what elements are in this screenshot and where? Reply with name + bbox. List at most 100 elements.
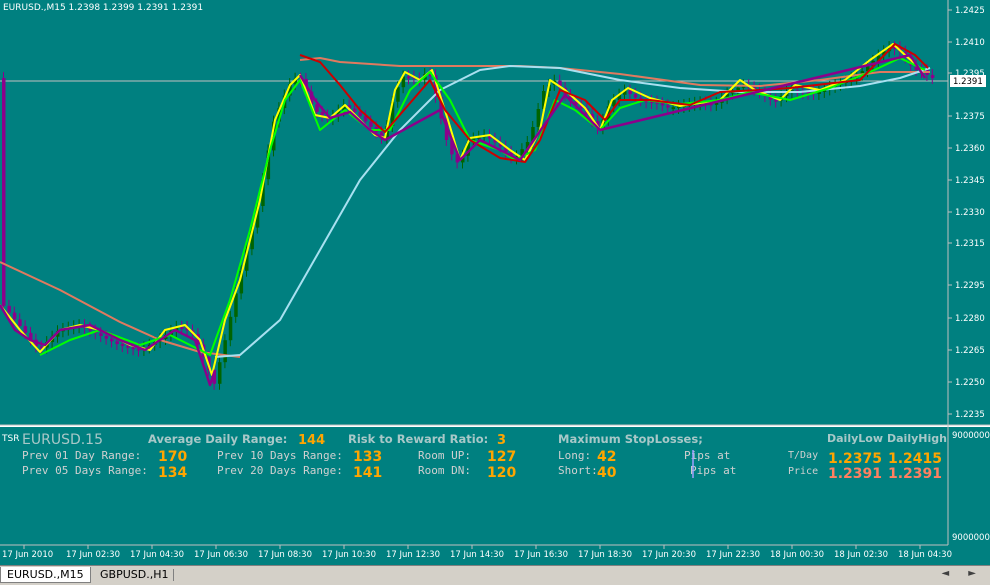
long-value: 42 — [597, 449, 616, 465]
ma-red-line — [299, 43, 929, 163]
bear-candle — [126, 345, 130, 348]
time-tick-label: 17 Jun 08:30 — [258, 550, 312, 560]
bear-candle — [666, 105, 670, 108]
bull-candle — [250, 227, 254, 250]
bull-candle — [882, 51, 886, 56]
bear-candle — [2, 78, 6, 306]
bear-candle — [131, 347, 136, 350]
rr-value: 3 — [497, 433, 506, 448]
indicator-pane[interactable] — [0, 427, 948, 545]
tday-label: T/Day — [788, 450, 818, 461]
price-label: Price — [788, 466, 818, 477]
price-tick-label: 1.2425 — [955, 6, 985, 16]
tab-gbpusd-h1[interactable]: GBPUSD.,H1 — [100, 568, 169, 581]
bear-candle — [39, 346, 44, 349]
bull-candle — [401, 76, 406, 88]
bull-candle — [336, 110, 341, 116]
bull-candle — [461, 155, 465, 163]
bear-candle — [137, 348, 141, 351]
bear-candle — [347, 105, 352, 109]
bear-candle — [99, 333, 103, 336]
bull-candle — [822, 89, 827, 92]
bear-candle — [309, 91, 314, 105]
moving-averages — [0, 43, 931, 387]
bear-candle — [212, 369, 217, 384]
bear-candle — [315, 104, 319, 112]
bear-candle — [12, 312, 17, 320]
bull-candle — [531, 127, 535, 142]
bull-candle — [736, 87, 740, 91]
time-tick-label: 17 Jun 16:30 — [514, 550, 568, 560]
bull-candle — [218, 362, 222, 384]
bear-candle — [7, 305, 11, 313]
time-tick-label: 17 Jun 2010 — [2, 550, 53, 560]
short-value: 40 — [597, 465, 617, 481]
prev01-value: 170 — [158, 449, 187, 465]
price-tick-label: 1.2395 — [955, 69, 985, 79]
time-tick-label: 17 Jun 22:30 — [706, 550, 760, 560]
bear-candle — [596, 121, 600, 129]
bull-candle — [288, 84, 292, 96]
bear-candle — [363, 116, 368, 122]
bear-candle — [650, 100, 654, 103]
tab-scroll-arrows-icon[interactable]: ◄ ► — [941, 568, 984, 579]
price-tick-label: 1.2410 — [955, 38, 985, 48]
price-tick-label: 1.2360 — [955, 144, 985, 154]
bull-candle — [261, 179, 265, 206]
time-tick-label: 18 Jun 00:30 — [770, 550, 824, 560]
prev05-label: Prev 05 Days Range: — [22, 464, 148, 477]
msl-label: Maximum StopLosses; — [558, 432, 703, 446]
pips-at-2: Pips at — [690, 464, 736, 477]
bear-candle — [660, 103, 665, 106]
bear-candle — [893, 47, 897, 50]
time-tick-label: 18 Jun 04:30 — [898, 550, 952, 560]
bull-candle — [390, 101, 395, 127]
bear-candle — [104, 335, 109, 339]
time-axis — [0, 545, 990, 565]
bear-candle — [914, 65, 919, 70]
bull-candle — [525, 142, 530, 150]
short-label: Short: — [558, 464, 598, 477]
bear-candle — [644, 100, 649, 103]
bull-candle — [520, 149, 524, 157]
bear-candle — [558, 80, 562, 88]
adr-value: 144 — [298, 433, 325, 448]
price-tick-label: 1.2250 — [955, 378, 985, 388]
bear-candle — [455, 154, 460, 163]
prev10-label: Prev 10 Days Range: — [217, 449, 343, 462]
price-tick-label: 1.2265 — [955, 346, 985, 356]
bear-candle — [120, 344, 125, 347]
bull-candle — [725, 93, 730, 99]
bear-candle — [579, 104, 584, 109]
bull-candle — [255, 206, 260, 228]
bear-candle — [768, 96, 773, 100]
bear-candle — [358, 112, 362, 117]
time-tick-label: 17 Jun 18:30 — [578, 550, 632, 560]
price-low: 1.2391 — [828, 466, 882, 482]
bear-candle — [29, 332, 33, 340]
price-plot-area[interactable] — [0, 0, 948, 425]
bull-candle — [234, 293, 238, 317]
panel-tag: TSR — [1, 434, 19, 444]
bear-candle — [180, 326, 184, 329]
dailylow-label: DailyLow — [827, 432, 883, 445]
prev01-label: Prev 01 Day Range: — [22, 449, 141, 462]
bear-candle — [115, 341, 119, 345]
bear-candle — [353, 108, 357, 113]
long-label: Long: — [558, 449, 591, 462]
bull-candle — [536, 109, 541, 127]
bear-candle — [633, 94, 638, 98]
bear-candle — [439, 96, 443, 119]
bear-candle — [110, 338, 114, 342]
tab-eurusd-m15[interactable]: EURUSD.,M15 — [0, 567, 91, 583]
bear-candle — [450, 140, 454, 155]
roomup-label: Room UP: — [418, 449, 471, 462]
bear-candle — [498, 142, 503, 147]
bull-candle — [396, 87, 400, 102]
price-tick-label: 1.2315 — [955, 239, 985, 249]
bull-candle — [876, 55, 881, 61]
price-tick-label: 1.2345 — [955, 176, 985, 186]
bull-candle — [293, 78, 298, 85]
indicator-axis-top: 9000000 — [952, 431, 990, 441]
